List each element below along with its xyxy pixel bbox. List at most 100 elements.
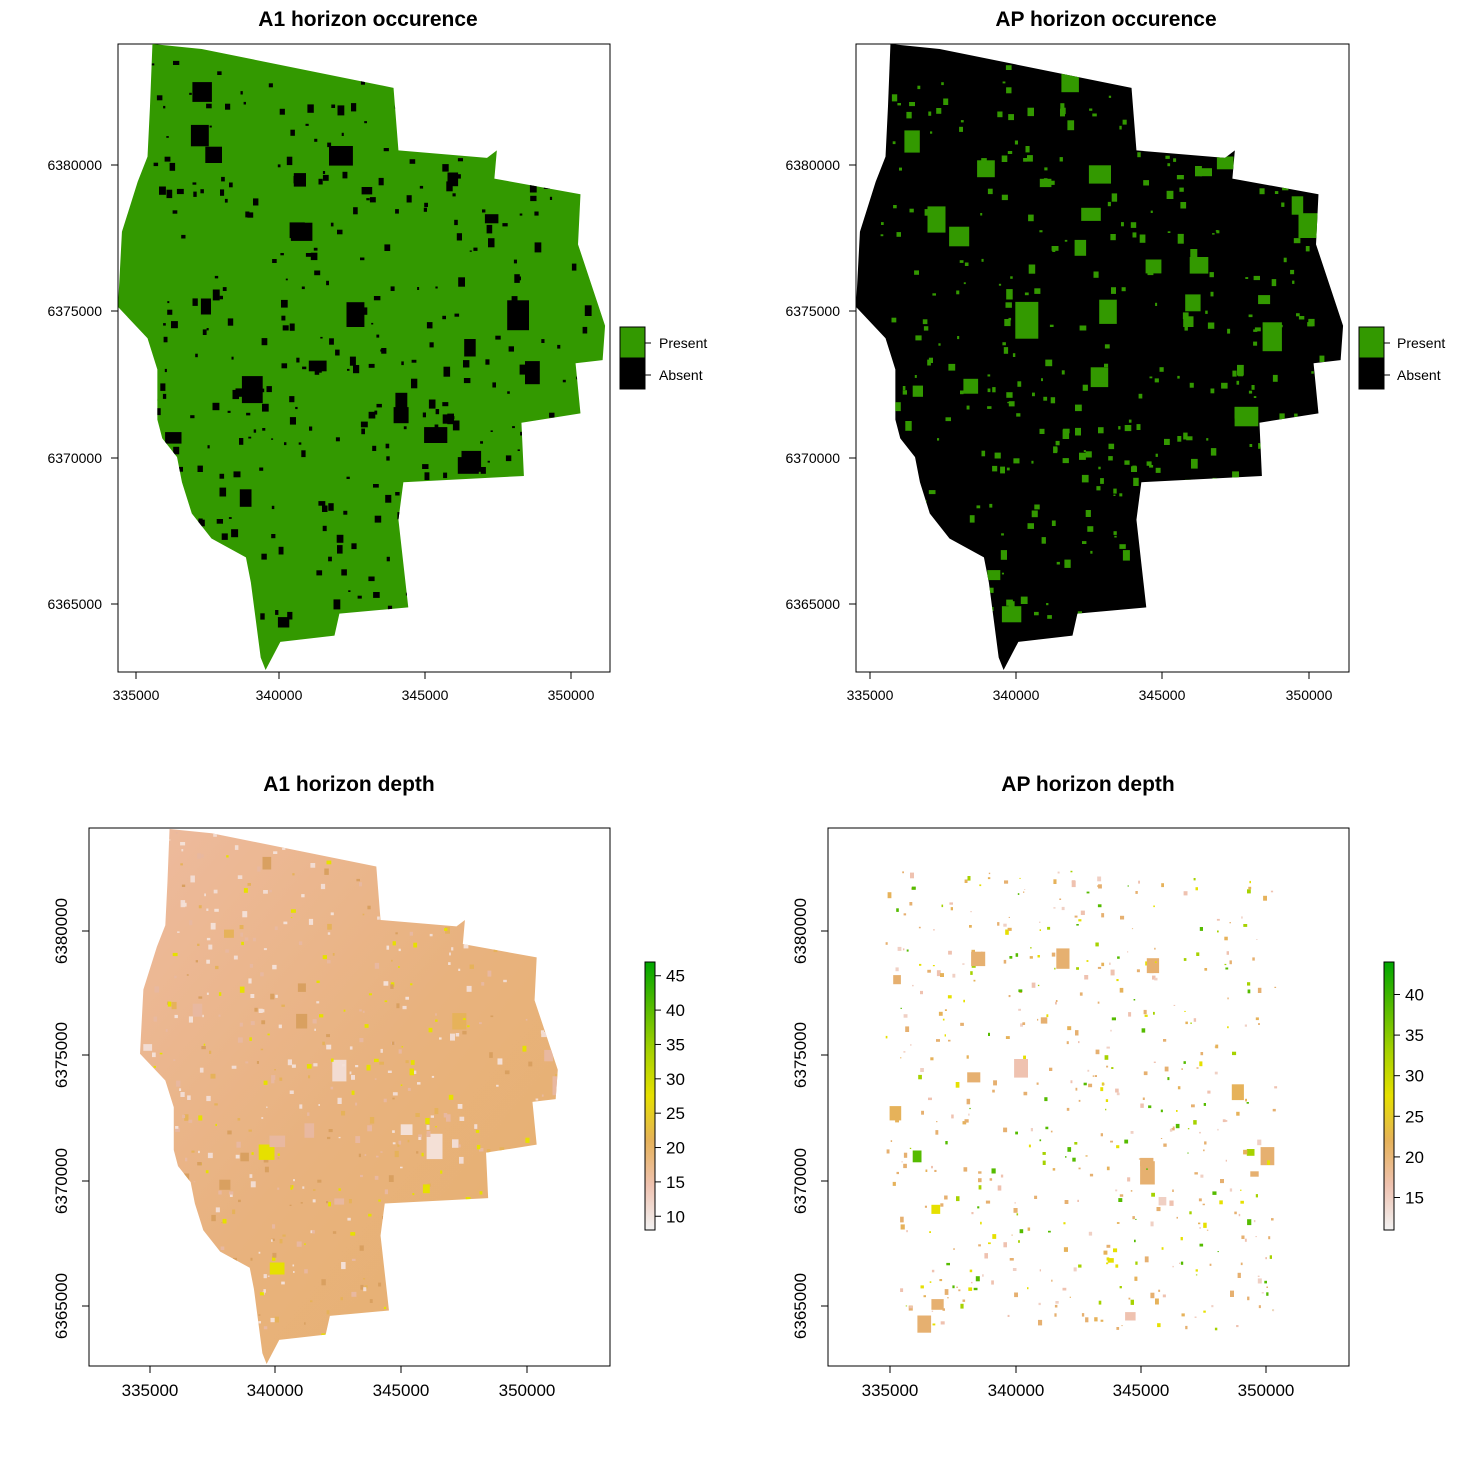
raster-cell: [1039, 929, 1041, 931]
raster-cell: [410, 1060, 415, 1065]
raster-cell: [1062, 1287, 1067, 1291]
raster-cell: [1240, 1262, 1243, 1266]
raster-cell: [355, 1314, 358, 1319]
raster-cell: [367, 1125, 372, 1132]
raster-cell: [969, 1107, 971, 1110]
raster-cell: [270, 1317, 275, 1323]
raster-cell: [900, 1288, 904, 1292]
raster-cell: [904, 130, 920, 153]
raster-cell: [1247, 1219, 1252, 1226]
raster-cell: [490, 1015, 494, 1018]
raster-cell: [275, 994, 278, 998]
raster-cell: [427, 79, 431, 85]
raster-cell: [176, 1173, 190, 1188]
raster-cell: [329, 146, 353, 166]
raster-cell: [228, 517, 232, 519]
x-tick-label: 335000: [862, 1381, 919, 1400]
plot-frame: [827, 827, 1350, 1367]
raster-cell: [1097, 904, 1102, 908]
raster-cell: [215, 1123, 217, 1126]
raster-cell: [1063, 1222, 1066, 1225]
raster-cell: [412, 1070, 417, 1074]
raster-cell: [1014, 1292, 1018, 1298]
raster-cell: [1267, 1160, 1270, 1165]
raster-cell: [485, 898, 491, 904]
raster-cell: [192, 82, 212, 102]
x-tick-label: 335000: [113, 687, 160, 703]
raster-cell: [232, 1209, 236, 1215]
raster-cell: [1018, 989, 1023, 993]
raster-cell: [507, 300, 529, 331]
raster-cell: [1293, 238, 1301, 244]
raster-cell: [1179, 187, 1184, 192]
raster-cell: [402, 1327, 411, 1338]
raster-cell: [543, 184, 550, 189]
raster-cell: [374, 1058, 379, 1063]
raster-cell: [1268, 99, 1274, 103]
raster-cell: [241, 941, 244, 946]
raster-cell: [902, 386, 906, 391]
raster-cell: [480, 441, 483, 444]
raster-cell: [318, 178, 323, 185]
raster-cell: [313, 247, 318, 251]
raster-cell: [204, 1254, 209, 1259]
raster-cell: [1244, 1238, 1247, 1242]
raster-cell: [1000, 550, 1007, 560]
raster-cell: [148, 889, 154, 893]
raster-cell: [398, 863, 414, 877]
raster-cell: [905, 421, 912, 431]
raster-cell: [423, 884, 426, 888]
x-tick-label: 345000: [402, 687, 449, 703]
raster-cell: [1196, 952, 1200, 956]
raster-cell: [964, 262, 969, 266]
raster-cell: [1076, 967, 1079, 970]
raster-cell: [1227, 997, 1229, 1000]
raster-cell: [384, 1189, 388, 1195]
raster-cell: [429, 933, 433, 937]
raster-cell: [946, 1262, 950, 1266]
raster-cell: [896, 908, 899, 912]
raster-cell: [1204, 1141, 1207, 1145]
raster-cell: [1159, 367, 1164, 372]
raster-cell: [494, 1183, 497, 1185]
raster-cell: [176, 188, 184, 195]
raster-cell: [1109, 962, 1111, 965]
raster-cell: [1140, 1161, 1155, 1185]
raster-cell: [900, 1216, 904, 1223]
raster-cell: [156, 95, 163, 101]
raster-cell: [537, 1105, 542, 1111]
x-tick-label: 340000: [988, 1381, 1045, 1400]
raster-cell: [970, 911, 972, 913]
raster-cell: [1257, 1278, 1262, 1284]
raster-cell: [277, 617, 290, 628]
raster-cell: [499, 551, 506, 556]
raster-cell: [1005, 65, 1012, 70]
raster-cell: [466, 985, 472, 992]
raster-cell: [447, 172, 459, 187]
raster-cell: [355, 1102, 358, 1106]
raster-cell: [296, 1241, 302, 1247]
raster-cell: [526, 882, 537, 898]
raster-cell: [1158, 1197, 1167, 1206]
raster-cell: [911, 886, 916, 890]
raster-cell: [148, 1112, 153, 1118]
raster-cell: [1008, 401, 1015, 407]
raster-cell: [477, 89, 492, 101]
raster-cell: [988, 1242, 991, 1245]
raster-cell: [341, 1327, 344, 1331]
raster-cell: [145, 844, 148, 848]
raster-cell: [1209, 272, 1214, 278]
raster-cell: [1053, 907, 1056, 909]
raster-cell: [302, 366, 307, 370]
raster-cell: [1074, 1142, 1078, 1145]
raster-cell: [1065, 1156, 1067, 1158]
raster-cell: [1261, 140, 1265, 143]
raster-cell: [258, 1144, 275, 1160]
raster-cell: [549, 412, 555, 418]
raster-cell: [966, 1055, 969, 1059]
raster-cell: [555, 555, 562, 566]
raster-cell: [927, 359, 931, 366]
raster-cell: [239, 986, 245, 993]
raster-cell: [306, 1064, 312, 1069]
